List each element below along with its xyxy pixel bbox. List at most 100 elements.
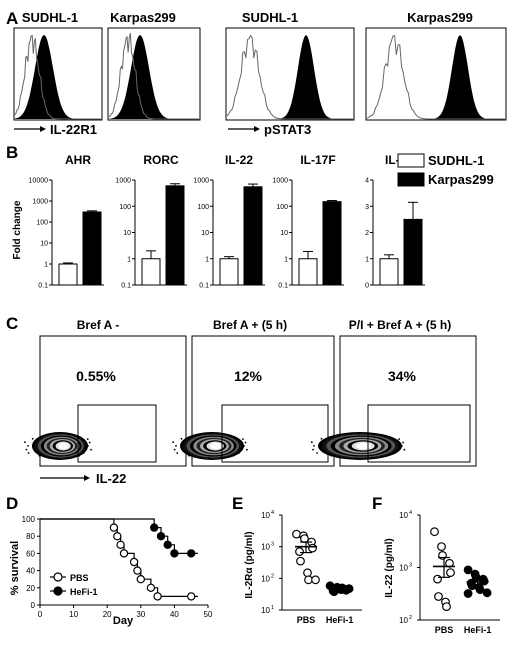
event-dot bbox=[209, 433, 212, 435]
flow-title-1: Bref A - bbox=[77, 318, 119, 332]
event-dot bbox=[25, 448, 28, 451]
gate-rectangle bbox=[221, 404, 329, 463]
data-point bbox=[437, 542, 446, 551]
legend: SUDHL-1 Karpas299 bbox=[397, 153, 494, 187]
control-histogram bbox=[14, 34, 101, 120]
event-dot bbox=[242, 438, 244, 440]
event-dot bbox=[208, 457, 211, 459]
event-dot bbox=[403, 448, 406, 451]
histogram-4 bbox=[366, 34, 505, 120]
panel-letter-e: E bbox=[232, 494, 243, 513]
event-dot bbox=[401, 445, 403, 447]
event-dot bbox=[27, 445, 29, 447]
event-dot bbox=[172, 441, 175, 444]
panel-letter-f: F bbox=[372, 494, 382, 513]
x-tick-label: 20 bbox=[103, 610, 112, 619]
event-dot bbox=[230, 435, 233, 438]
y-tick-label: 10 bbox=[280, 230, 288, 237]
y-tick-label: 1000 bbox=[272, 178, 288, 185]
filled-histogram bbox=[109, 35, 199, 119]
legend-marker-hefi1 bbox=[53, 586, 63, 596]
y-tick-label: 0 bbox=[31, 601, 36, 610]
flow-percent-2: 12% bbox=[234, 368, 263, 384]
data-point bbox=[467, 581, 477, 591]
data-point bbox=[482, 588, 492, 598]
y-tick-label: 10 bbox=[40, 241, 48, 248]
y-tick-exponent: 4 bbox=[271, 510, 274, 516]
data-point bbox=[308, 543, 317, 553]
y-tick-label: 10 bbox=[261, 574, 270, 583]
bar-karpas299 bbox=[403, 218, 423, 286]
event-dot bbox=[316, 452, 318, 454]
data-point bbox=[303, 568, 312, 578]
histogram-frame-2 bbox=[107, 27, 201, 121]
x-tick-label: 40 bbox=[170, 610, 179, 619]
density-contour bbox=[209, 442, 222, 450]
y-tick-label: 3 bbox=[365, 204, 369, 211]
survival-marker bbox=[163, 540, 172, 550]
flow-percent-1: 0.55% bbox=[76, 368, 116, 384]
event-dot bbox=[31, 437, 34, 440]
y-tick-label: 0.1 bbox=[199, 283, 209, 290]
event-dot bbox=[398, 438, 400, 440]
x-category-label: PBS bbox=[435, 625, 454, 635]
control-histogram bbox=[366, 34, 505, 120]
histogram-frame-1 bbox=[13, 27, 103, 121]
event-dot bbox=[88, 441, 91, 444]
flow-percent-3: 34% bbox=[388, 368, 417, 384]
event-dot bbox=[87, 445, 89, 447]
panel-letter-b: B bbox=[6, 143, 18, 162]
control-histogram bbox=[226, 34, 353, 120]
event-dot bbox=[312, 448, 314, 451]
y-tick-exponent: 2 bbox=[271, 573, 274, 579]
bar-chart-title: IL-17F bbox=[300, 153, 335, 167]
survival-marker bbox=[170, 549, 179, 558]
y-tick-label: 10 bbox=[261, 511, 270, 520]
xlabel-pstat3: pSTAT3 bbox=[264, 122, 311, 137]
bar-karpas299 bbox=[243, 186, 263, 286]
event-dot bbox=[246, 448, 248, 451]
legend-swatch-karpas299 bbox=[397, 172, 425, 187]
y-tick-label: 2 bbox=[365, 230, 369, 237]
histogram-title-1: SUDHL-1 bbox=[22, 10, 78, 25]
bar-chart-title: RORC bbox=[143, 153, 179, 167]
survival-marker bbox=[119, 549, 129, 558]
ylabel-il22: IL-22 (pg/ml) bbox=[384, 538, 395, 597]
y-tick-label: 10 bbox=[123, 230, 131, 237]
event-dot bbox=[372, 433, 375, 436]
y-tick-exponent: 3 bbox=[271, 542, 274, 548]
x-tick-label: 30 bbox=[136, 610, 145, 619]
data-point bbox=[463, 589, 473, 598]
gate-rectangle bbox=[77, 404, 157, 463]
flow-plots bbox=[24, 335, 477, 467]
event-dot bbox=[180, 437, 183, 440]
histogram-3 bbox=[226, 34, 353, 120]
y-tick-label: 60 bbox=[26, 549, 35, 558]
bar-chart-ahr: AHR 0.1 1 10 100 1000 10000 bbox=[29, 153, 104, 290]
data-point bbox=[446, 568, 455, 577]
bar-karpas299 bbox=[165, 185, 185, 286]
y-tick-label: 100 bbox=[197, 204, 209, 211]
y-tick-label: 40 bbox=[26, 567, 35, 576]
event-dot bbox=[342, 433, 345, 436]
survival-marker bbox=[153, 592, 162, 601]
y-tick-label: 100 bbox=[119, 204, 131, 211]
filled-histogram bbox=[367, 35, 505, 119]
y-tick-label: 80 bbox=[26, 532, 35, 541]
survival-marker bbox=[186, 549, 196, 558]
arrowhead-icon bbox=[254, 126, 260, 132]
data-point bbox=[475, 585, 485, 594]
y-tick-label: 0.1 bbox=[38, 283, 48, 290]
event-dot bbox=[57, 433, 59, 435]
y-tick-label: 10 bbox=[201, 230, 209, 237]
survival-marker bbox=[113, 532, 122, 541]
bar-sudhl-1 bbox=[219, 258, 239, 286]
data-point bbox=[295, 547, 304, 556]
density-contour bbox=[356, 442, 372, 450]
y-tick-label: 100 bbox=[36, 220, 48, 227]
survival-marker bbox=[149, 523, 159, 532]
event-dot bbox=[244, 441, 247, 444]
event-dot bbox=[243, 445, 245, 447]
